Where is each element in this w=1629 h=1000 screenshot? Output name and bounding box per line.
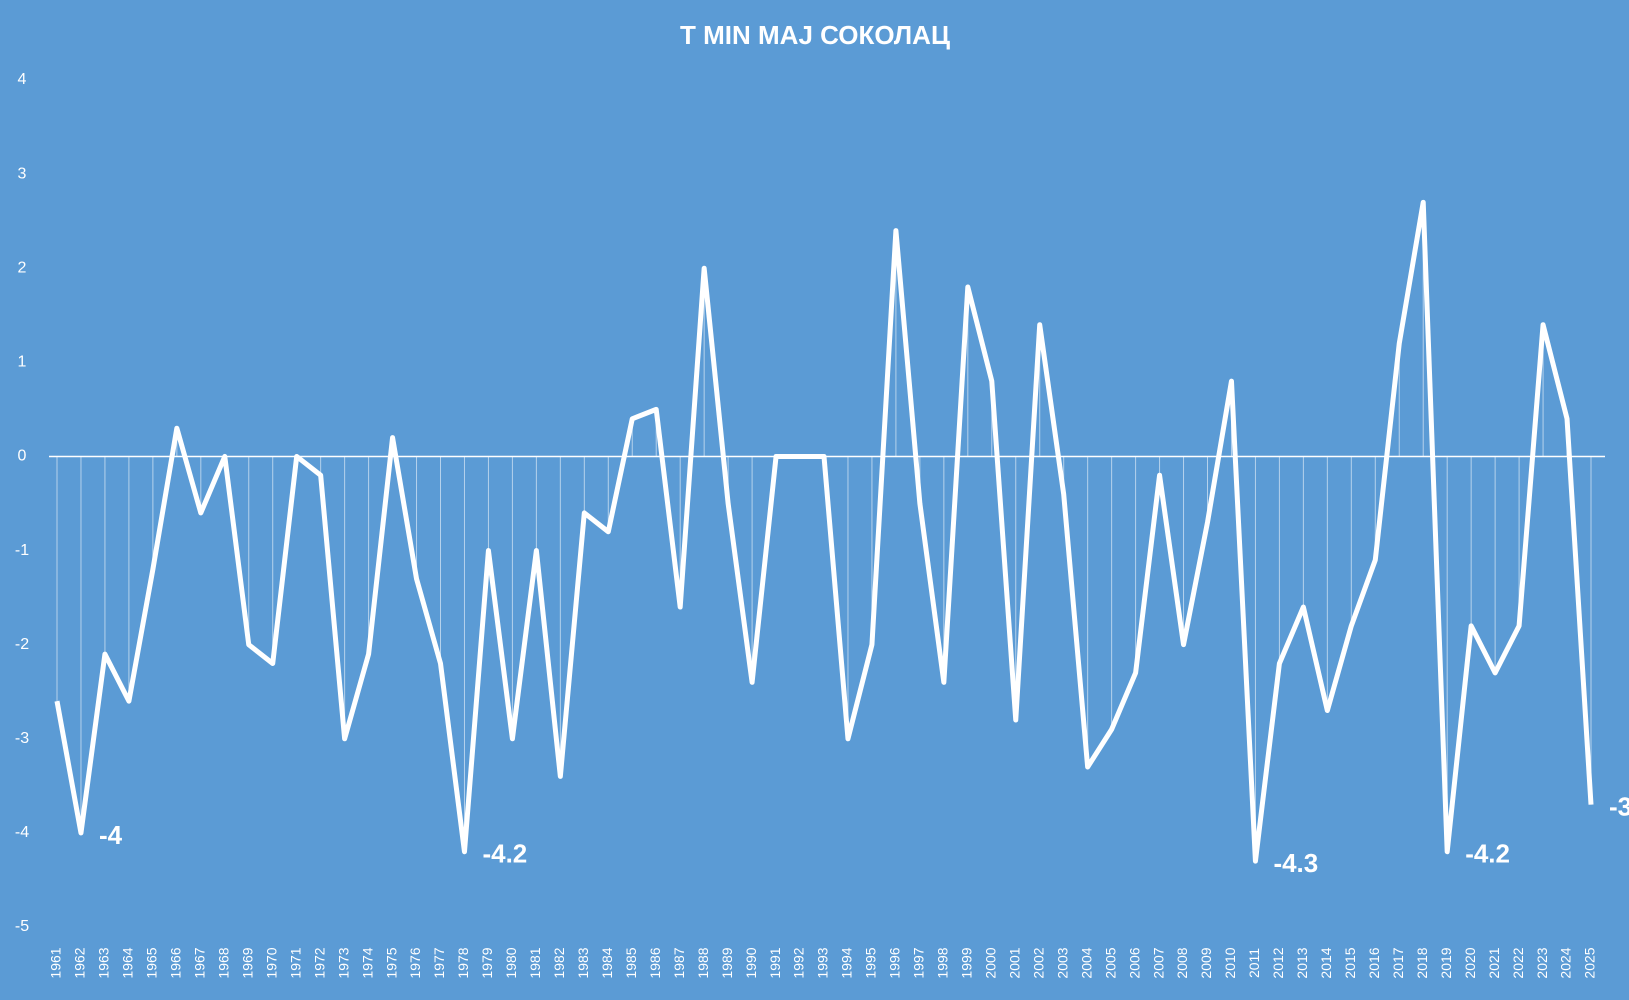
x-tick-label: 2012 — [1270, 947, 1286, 978]
x-tick-label: 1976 — [407, 947, 423, 978]
x-tick-label: 1984 — [599, 947, 615, 978]
x-tick-label: 1995 — [863, 947, 879, 978]
x-tick-label: 2018 — [1414, 947, 1430, 978]
x-tick-label: 1972 — [311, 947, 327, 978]
x-tick-label: 2002 — [1030, 947, 1046, 978]
x-tick-label: 1969 — [239, 947, 255, 978]
y-tick-label: -1 — [15, 542, 29, 559]
x-tick-label: 1994 — [839, 947, 855, 978]
x-tick-label: 1977 — [431, 947, 447, 978]
x-tick-label: 1981 — [527, 947, 543, 978]
x-tick-label: 2016 — [1366, 947, 1382, 978]
x-tick-label: 1986 — [647, 947, 663, 978]
x-tick-label: 1971 — [287, 947, 303, 978]
data-label: -4.3 — [1273, 848, 1318, 878]
x-tick-label: 2023 — [1534, 947, 1550, 978]
x-tick-label: 1999 — [959, 947, 975, 978]
y-tick-label: 3 — [18, 165, 27, 182]
x-tick-label: 2019 — [1438, 947, 1454, 978]
x-tick-label: 1974 — [359, 947, 375, 978]
x-tick-label: 2006 — [1126, 947, 1142, 978]
y-tick-label: 0 — [18, 448, 27, 465]
x-tick-label: 2010 — [1222, 947, 1238, 978]
x-tick-label: 2013 — [1294, 947, 1310, 978]
y-tick-label: 1 — [18, 354, 27, 371]
x-tick-label: 1998 — [935, 947, 951, 978]
x-tick-label: 1965 — [144, 947, 160, 978]
x-tick-label: 1997 — [911, 947, 927, 978]
x-tick-label: 2003 — [1054, 947, 1070, 978]
x-tick-label: 1979 — [479, 947, 495, 978]
x-tick-label: 2001 — [1006, 947, 1022, 978]
y-tick-label: 2 — [18, 259, 27, 276]
x-tick-label: 1968 — [215, 947, 231, 978]
chart-title: T MIN МАЈ СОКОЛАЦ — [680, 20, 950, 50]
x-tick-label: 2014 — [1318, 947, 1334, 978]
x-tick-label: 2008 — [1174, 947, 1190, 978]
y-tick-label: -3 — [15, 730, 29, 747]
x-tick-label: 1989 — [719, 947, 735, 978]
y-tick-label: 4 — [18, 71, 27, 88]
x-tick-label: 2011 — [1246, 948, 1262, 978]
x-tick-label: 1982 — [551, 947, 567, 978]
line-series — [54, 199, 1594, 864]
x-tick-label: 1985 — [623, 947, 639, 978]
x-tick-label: 1970 — [263, 947, 279, 978]
y-tick-label: -2 — [15, 636, 29, 653]
x-tick-label: 2015 — [1342, 947, 1358, 978]
x-tick-label: 2021 — [1486, 947, 1502, 978]
x-tick-label: 2020 — [1462, 947, 1478, 978]
x-tick-label: 1966 — [168, 947, 184, 978]
data-label: -4.2 — [482, 839, 527, 869]
x-tick-label: 1978 — [455, 947, 471, 978]
x-tick-label: 1987 — [671, 947, 687, 978]
x-tick-label: 1961 — [48, 947, 64, 978]
x-tick-label: 1991 — [767, 947, 783, 978]
data-label: -4 — [99, 820, 123, 850]
x-tick-label: 1962 — [72, 947, 88, 978]
x-tick-label: 1993 — [815, 947, 831, 978]
x-tick-label: 2025 — [1582, 947, 1598, 978]
x-tick-label: 1992 — [791, 947, 807, 978]
x-tick-label: 2004 — [1078, 947, 1094, 978]
x-tick-label: 2017 — [1390, 947, 1406, 978]
x-tick-label: 1975 — [383, 947, 399, 978]
x-tick-label: 2009 — [1198, 947, 1214, 978]
x-tick-label: 1990 — [743, 947, 759, 978]
x-tick-label: 2005 — [1102, 947, 1118, 978]
x-tick-label: 1967 — [192, 947, 208, 978]
x-tick-label: 2022 — [1510, 947, 1526, 978]
x-tick-label: 1988 — [695, 947, 711, 978]
x-tick-label: 1964 — [120, 947, 136, 978]
y-tick-label: -5 — [15, 918, 29, 935]
x-tick-label: 1996 — [887, 947, 903, 978]
x-tick-label: 1963 — [96, 947, 112, 978]
data-label: -4.2 — [1465, 839, 1510, 869]
x-tick-label: 2007 — [1150, 947, 1166, 978]
x-tick-label: 2000 — [982, 947, 998, 978]
y-tick-label: -4 — [15, 824, 29, 841]
data-label: -3.7 — [1609, 792, 1629, 822]
x-tick-label: 1983 — [575, 947, 591, 978]
x-tick-label: 2024 — [1558, 947, 1574, 978]
x-tick-label: 1980 — [503, 947, 519, 978]
x-tick-label: 1973 — [335, 947, 351, 978]
